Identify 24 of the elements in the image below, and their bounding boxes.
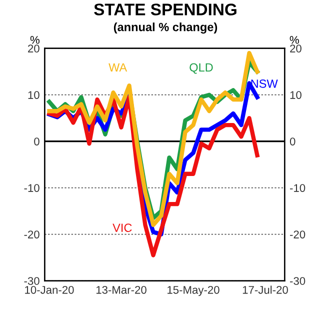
x-tick-label: 13-Mar-20: [96, 286, 146, 294]
chart-subtitle: (annual % change): [114, 22, 218, 34]
y2-tick-label: -20: [290, 230, 306, 238]
y-tick-label: -20: [24, 230, 40, 238]
x-tick-label: 10-Jan-20: [25, 286, 74, 294]
series-label: WA: [108, 63, 128, 72]
chart-title: STATE SPENDING: [94, 4, 236, 16]
y-tick-label: 10: [28, 91, 40, 99]
y2-tick-label: 10: [290, 91, 302, 99]
series-label: QLD: [190, 63, 213, 74]
y-tick-label: 0: [34, 138, 40, 146]
x-tick-label: 17-Jul-20: [242, 286, 288, 294]
y-tick-label: -10: [24, 184, 40, 192]
y-axis-title: %: [30, 36, 40, 44]
y2-tick-label: -10: [290, 184, 306, 192]
series-label: VIC: [112, 224, 132, 232]
series-label: NSW: [251, 80, 278, 88]
y2-tick-label: -30: [290, 277, 306, 285]
y2-tick-label: 20: [290, 44, 302, 52]
y-tick-label: 20: [28, 44, 40, 52]
y2-tick-label: 0: [290, 138, 296, 146]
x-tick-label: 15-May-20: [168, 286, 220, 296]
y-tick-label: -30: [24, 277, 40, 285]
y2-axis-title: %: [290, 36, 299, 44]
